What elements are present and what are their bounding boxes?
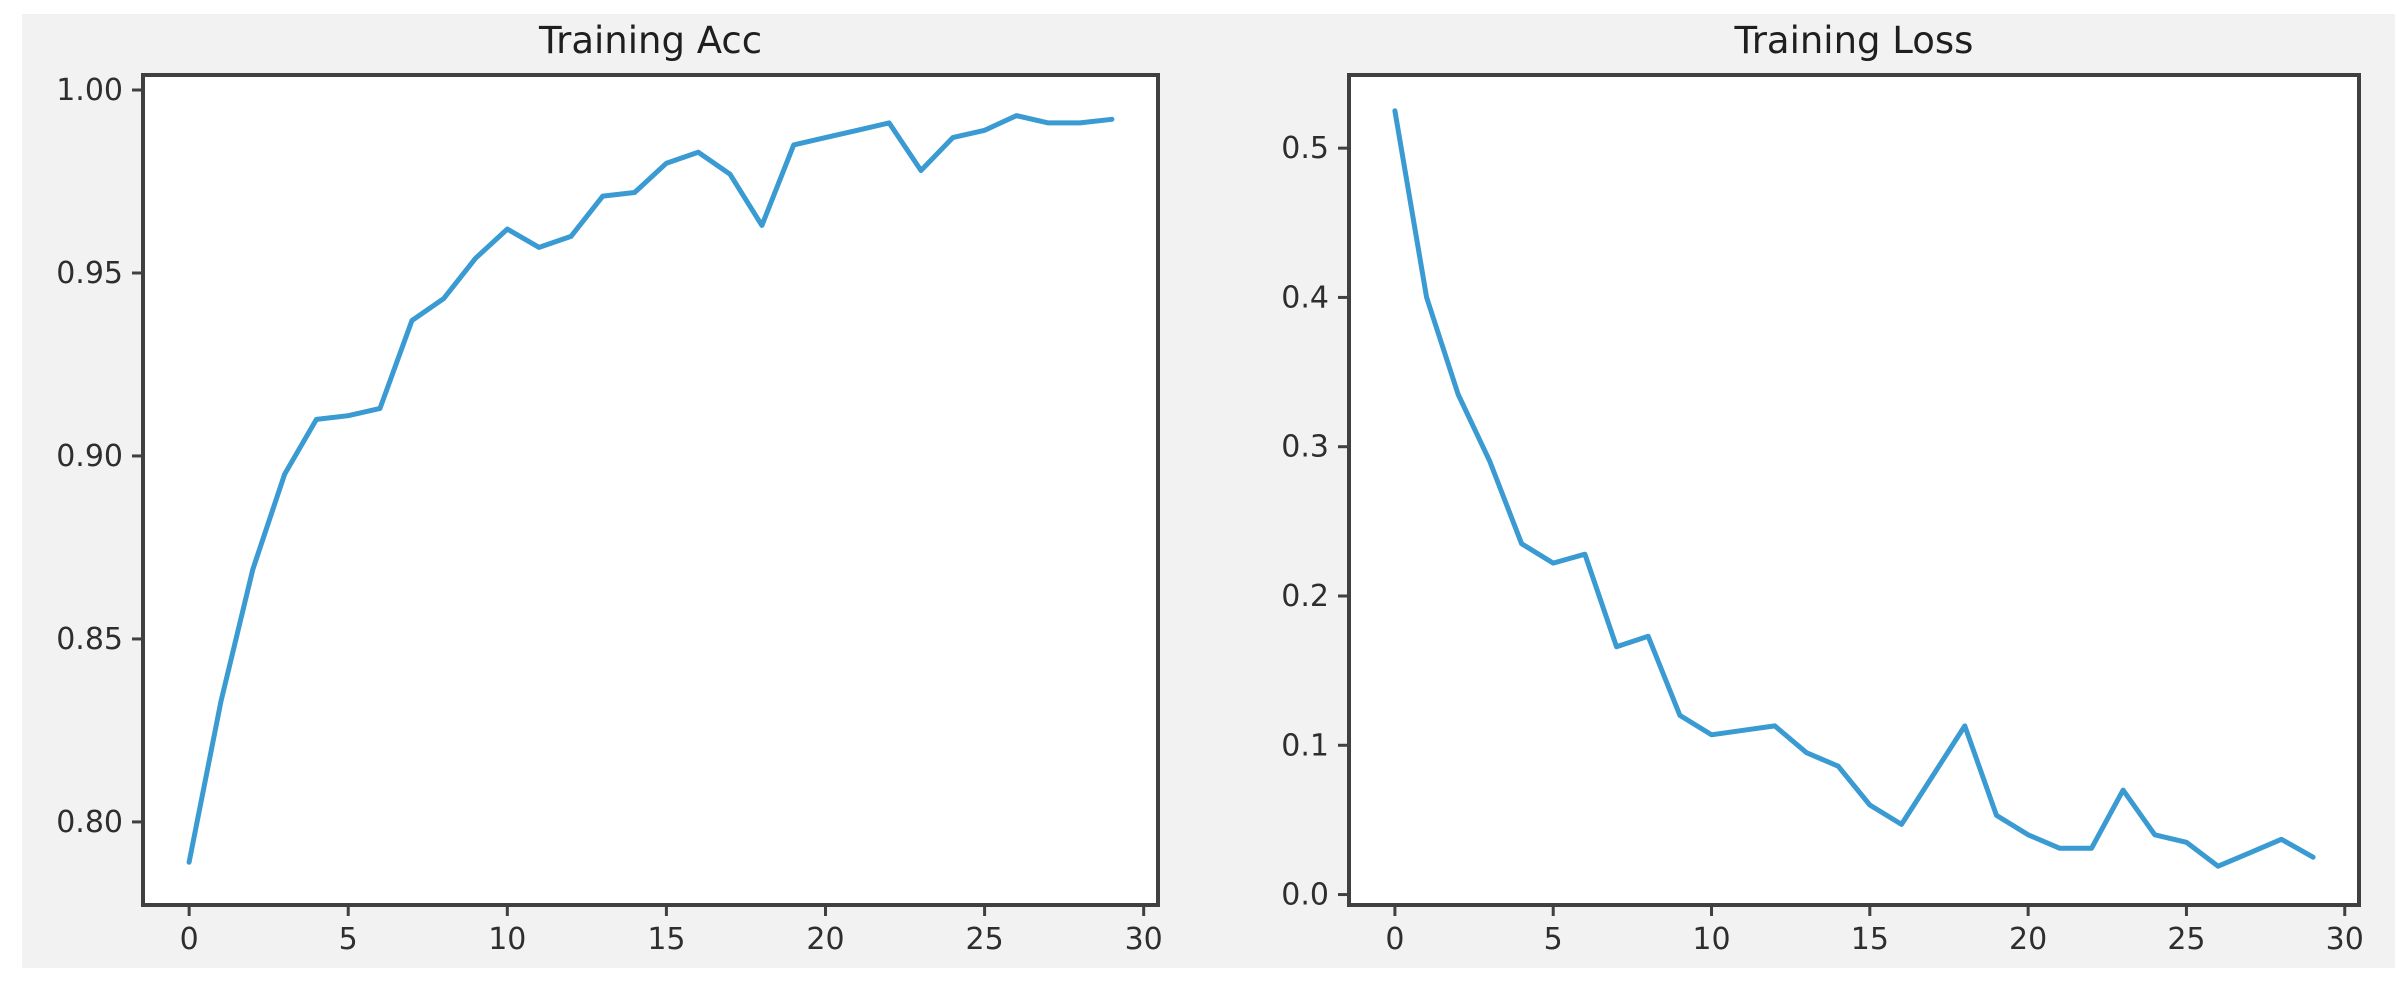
x-tick-label: 5 (339, 922, 358, 957)
y-tick-label: 0.5 (1281, 131, 1329, 166)
x-tick-label: 30 (2326, 922, 2364, 957)
y-tick-label: 0.3 (1281, 430, 1329, 465)
x-tick-label: 30 (1125, 922, 1163, 957)
x-tick-label: 20 (2009, 922, 2047, 957)
x-tick-label: 25 (965, 922, 1003, 957)
y-tick-label: 1.00 (56, 73, 123, 108)
plot-area (143, 75, 1158, 905)
y-tick-label: 0.2 (1281, 579, 1329, 614)
x-tick-label: 0 (180, 922, 199, 957)
plot-area (1349, 75, 2359, 905)
training-loss-title: Training Loss (1734, 19, 1974, 62)
y-tick-label: 0.95 (56, 256, 123, 291)
training-loss-line (1392, 108, 2316, 869)
y-tick-label: 0.0 (1281, 878, 1329, 913)
training-acc-line (186, 113, 1115, 865)
y-tick-label: 0.85 (56, 622, 123, 657)
x-tick-label: 10 (488, 922, 526, 957)
y-tick-label: 0.4 (1281, 280, 1329, 315)
training-loss-chart: 0.0 0.1 0.2 0.3 0.4 0.5 0 5 10 15 20 25 30 Training L… (1281, 19, 2364, 957)
x-tick-label: 5 (1544, 922, 1563, 957)
x-tick-label: 15 (1851, 922, 1889, 957)
axes-spines (1347, 73, 2361, 907)
y-tick-label: 0.80 (56, 805, 123, 840)
training-acc-title: Training Acc (538, 19, 762, 62)
y-tick-label: 0.1 (1281, 728, 1329, 763)
y-tick-label: 0.90 (56, 439, 123, 474)
x-tick-label: 15 (647, 922, 685, 957)
x-tick-label: 20 (806, 922, 844, 957)
axes-spines (141, 73, 1160, 907)
x-tick-label: 10 (1692, 922, 1730, 957)
training-acc-chart: 0.80 0.85 0.90 0.95 1.00 0 5 10 15 20 25 30 Training… (56, 19, 1163, 957)
x-tick-label: 25 (2167, 922, 2205, 957)
x-tick-label: 0 (1385, 922, 1404, 957)
